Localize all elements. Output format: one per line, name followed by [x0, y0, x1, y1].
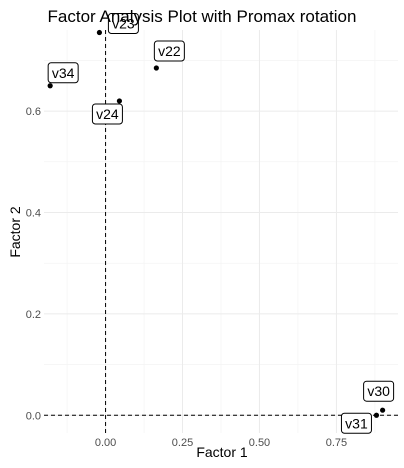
point-label-box [153, 40, 185, 62]
data-point [96, 29, 103, 36]
chart-title: Factor Analysis Plot with Promax rotatio… [48, 7, 357, 26]
x-tick-label: 0.50 [249, 437, 270, 449]
data-points [47, 29, 386, 418]
data-point [380, 407, 386, 413]
point-label-box [340, 412, 372, 434]
minor-gridlines [44, 30, 398, 433]
point-label: v31 [345, 415, 368, 431]
point-label-box [91, 103, 123, 125]
y-tick-label: 0.0 [26, 410, 41, 422]
x-axis-ticks: 0.00 0.25 0.50 0.75 [95, 437, 347, 449]
y-axis-ticks: 0.0 0.2 0.4 0.6 [26, 106, 41, 422]
point-label-box [107, 13, 139, 35]
reference-lines [44, 30, 398, 433]
point-label: v30 [367, 383, 390, 399]
x-axis-title: Factor 1 [196, 444, 248, 460]
point-labels: v23 v22 v34 v24 v30 v31 [47, 13, 395, 434]
point-label-box [47, 62, 79, 84]
point-label: v24 [96, 106, 119, 122]
y-tick-label: 0.4 [26, 207, 41, 219]
y-axis-title: Factor 2 [7, 206, 23, 258]
data-point [373, 412, 380, 418]
point-label: v34 [52, 65, 75, 81]
y-tick-label: 0.2 [26, 309, 41, 321]
x-tick-label: 0.75 [326, 437, 347, 449]
y-tick-label: 0.6 [26, 106, 41, 118]
data-point [47, 83, 53, 89]
point-label: v23 [112, 16, 135, 32]
data-point [153, 65, 159, 71]
x-tick-label: 0.25 [172, 437, 193, 449]
data-point [116, 98, 123, 104]
point-label-box [363, 380, 395, 402]
x-tick-label: 0.00 [95, 437, 116, 449]
point-label: v22 [158, 43, 181, 59]
